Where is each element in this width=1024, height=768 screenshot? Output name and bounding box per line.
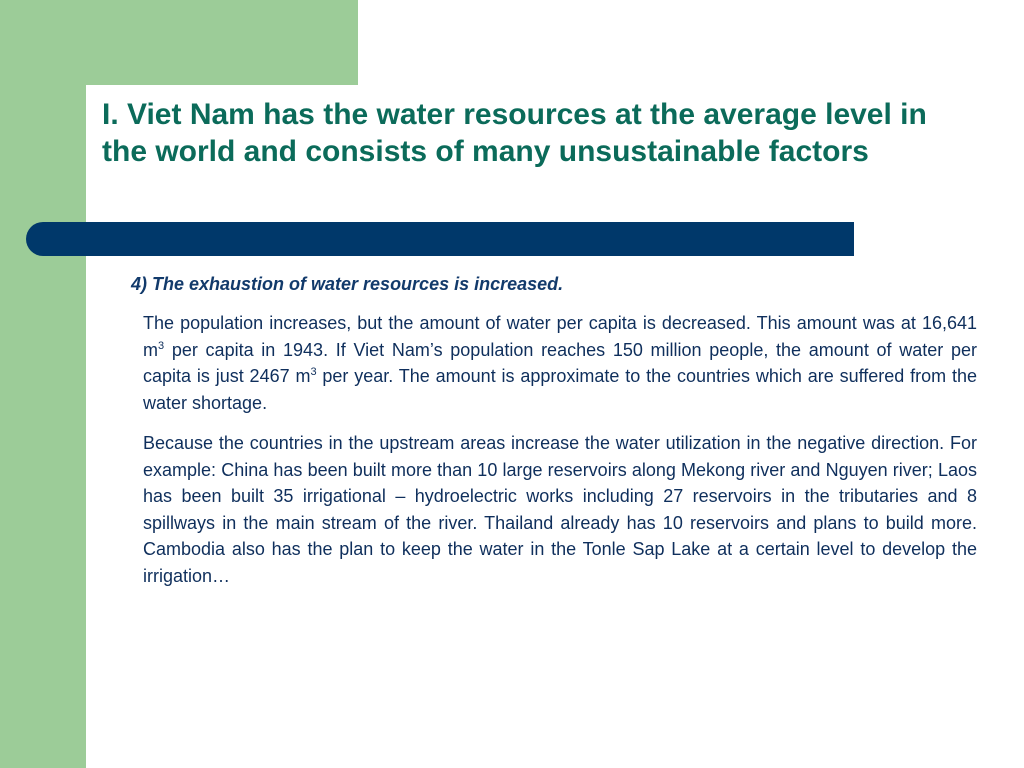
slide-title: I. Viet Nam has the water resources at t…	[102, 98, 927, 168]
title-divider-bar	[26, 222, 854, 256]
paragraph-population: The population increases, but the amount…	[143, 310, 977, 416]
paragraph-population-text-3: per year. The amount is approximate to t…	[143, 366, 977, 413]
green-top-block	[0, 0, 358, 85]
paragraph-population-text-1: The population increases, but the amount…	[143, 313, 977, 360]
green-side-bar	[0, 0, 86, 768]
content-panel	[86, 85, 1024, 768]
section-subheading: 4) The exhaustion of water resources is …	[131, 274, 564, 294]
paragraph-population-text-2: per capita in 1943. If Viet Nam’s popula…	[143, 339, 977, 387]
paragraph-upstream-countries: Because the countries in the upstream ar…	[143, 433, 977, 586]
cubic-superscript-2: 3	[310, 366, 317, 378]
cubic-superscript-1: 3	[158, 339, 165, 352]
